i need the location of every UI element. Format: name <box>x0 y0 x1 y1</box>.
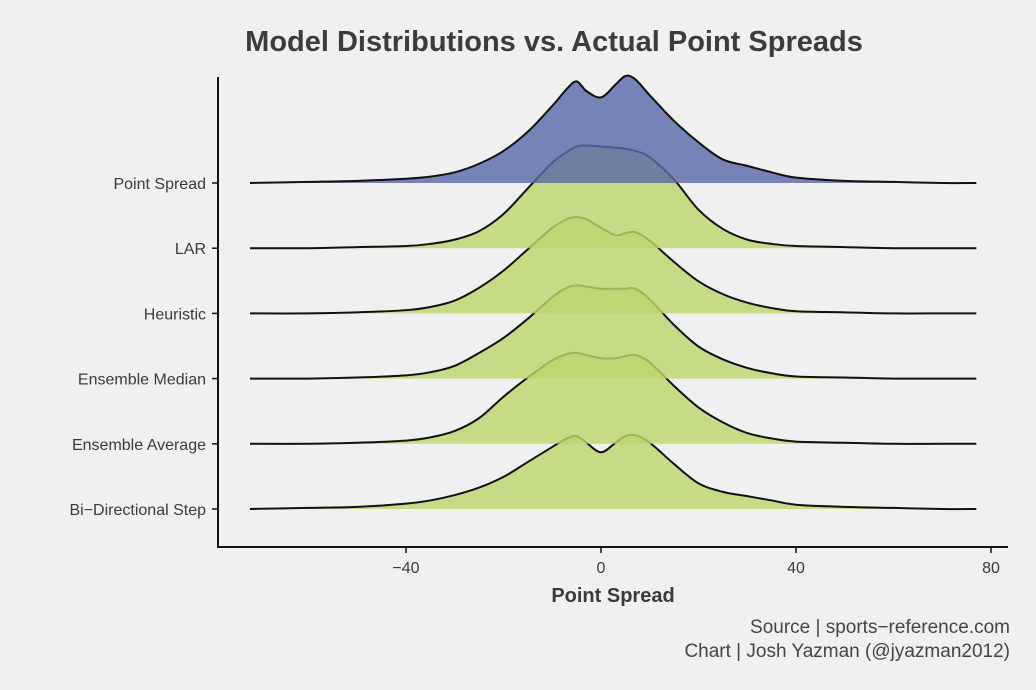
ridge-area-point-spread <box>250 75 977 184</box>
y-tick-label: Ensemble Average <box>72 437 206 454</box>
y-tick-label: Heuristic <box>144 306 206 323</box>
chart-title: Model Distributions vs. Actual Point Spr… <box>245 26 863 58</box>
y-tick-label: Bi−Directional Step <box>69 502 206 519</box>
ridge-bi-directional-step <box>249 433 977 511</box>
y-tick-label: Point Spread <box>113 176 206 193</box>
ridge-point-spread <box>249 74 977 185</box>
ridge-area-ensemble-average <box>250 352 977 444</box>
y-tick-label: Ensemble Median <box>78 372 206 389</box>
x-tick-label: −40 <box>392 560 419 577</box>
y-tick-label: LAR <box>175 241 206 258</box>
caption-author: Chart | Josh Yazman (@jyazman2012) <box>684 641 1010 662</box>
x-tick-label: 40 <box>787 560 805 577</box>
ridge-line-point-spread <box>249 74 977 185</box>
x-tick-label: 0 <box>597 560 606 577</box>
ridge-area-ensemble-median <box>250 285 977 379</box>
axes-layer: −40 0 40 80 Point Spread LAR Heuristic Ensemble… <box>69 77 1008 577</box>
ridge-area-lar <box>250 145 977 249</box>
ridge-line-bi-directional-step <box>249 433 977 511</box>
ridges-layer <box>249 74 977 511</box>
ridge-area-heuristic <box>250 217 977 314</box>
ridge-area-bi-directional-step <box>250 434 977 510</box>
x-axis-title: Point Spread <box>551 585 674 607</box>
caption-source: Source | sports−reference.com <box>750 617 1010 638</box>
x-tick-label: 80 <box>982 560 1000 577</box>
